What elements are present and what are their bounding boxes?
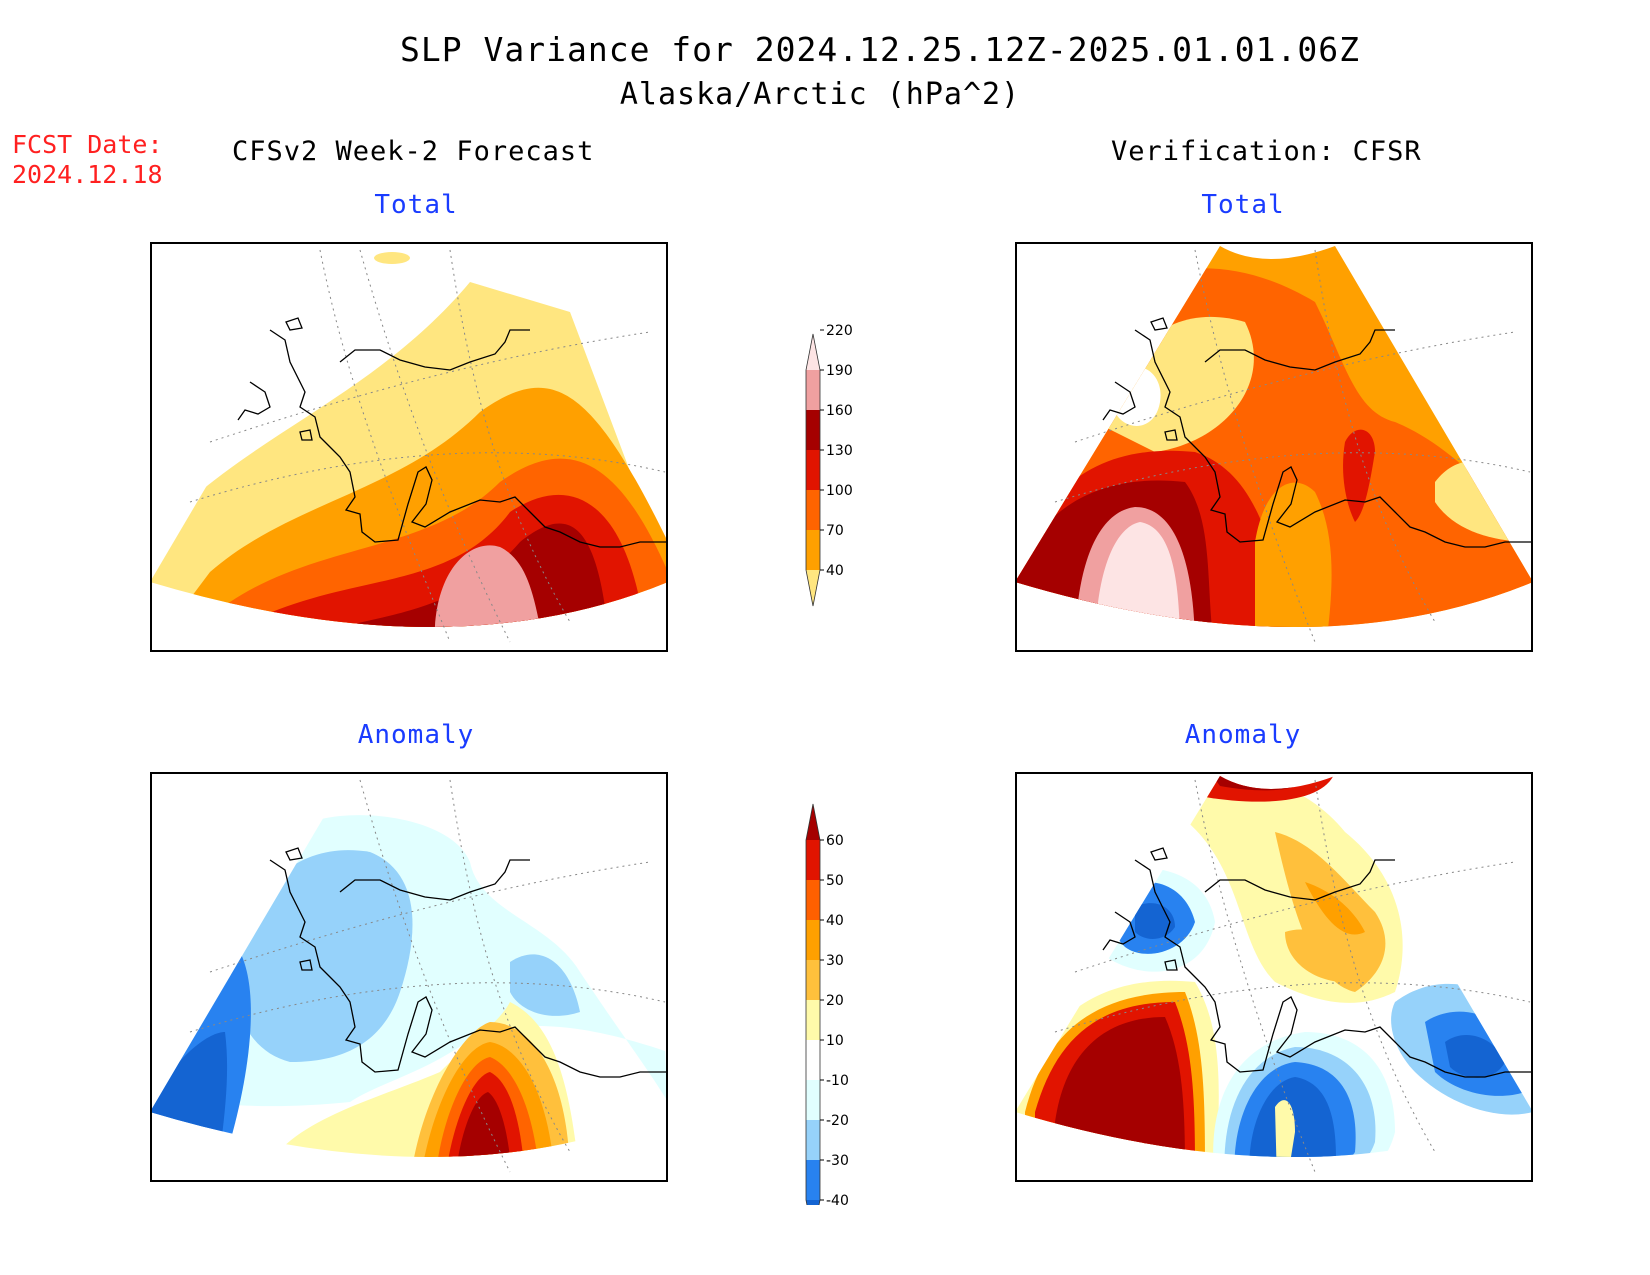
anomaly-colorbar-segment-5: [806, 1000, 820, 1040]
total-colorbar-tick-label-0: 40: [826, 563, 844, 579]
total-colorbar-tick-label-1: 70: [826, 523, 844, 539]
total-colorbar-tick-label-3: 130: [826, 443, 853, 459]
anomaly-colorbar-segment-8: [806, 880, 820, 920]
total-colorbar-segment-4: [806, 410, 820, 450]
fcst-date-value: 2024.12.18: [12, 160, 163, 189]
total-colorbar-tick-label-2: 100: [826, 483, 853, 499]
anomaly-colorbar-segment-7: [806, 920, 820, 960]
forecast-total-title: Total: [216, 190, 616, 220]
subtitle: Alaska/Arctic (hPa^2): [0, 77, 1640, 112]
anomaly-colorbar-tick-label-0: -40: [826, 1193, 849, 1205]
forecast-anomaly-title: Anomaly: [216, 720, 616, 750]
forecast-anomaly-frame: [150, 772, 668, 1182]
anomaly-colorbar-segment-3: [806, 1080, 820, 1120]
anomaly-colorbar-tick-label-2: -20: [826, 1113, 849, 1129]
total-colorbar-segment-6: [806, 334, 820, 370]
verification-total-frame: [1015, 242, 1533, 652]
forecast-total-frame: [150, 242, 668, 652]
anomaly-colorbar-tick-label-7: 40: [826, 913, 844, 929]
total-colorbar-segment-3: [806, 450, 820, 490]
total-colorbar-segment-2: [806, 490, 820, 530]
anomaly-colorbar-segment-9: [806, 840, 820, 880]
anomaly-colorbar-tick-label-1: -30: [826, 1153, 849, 1169]
total-colorbar-segment-0: [806, 570, 820, 606]
anomaly-colorbar-tick-label-9: 60: [826, 833, 844, 849]
anomaly-colorbar: -40 -30 -20 -10 10 20 30 40 50 60: [790, 755, 870, 1205]
anomaly-colorbar-segment-4: [806, 1040, 820, 1080]
main-title: SLP Variance for 2024.12.25.12Z-2025.01.…: [0, 30, 1650, 69]
anomaly-colorbar-tick-label-8: 50: [826, 873, 844, 889]
anomaly-colorbar-tick-label-6: 30: [826, 953, 844, 969]
anomaly-colorbar-tick-label-4: 10: [826, 1033, 844, 1049]
total-colorbar-tick-label-5: 190: [826, 363, 853, 379]
verification-total-title: Total: [1043, 190, 1443, 220]
anomaly-colorbar-segment-0: [806, 1200, 820, 1205]
anomaly-colorbar-segment-10: [806, 804, 820, 840]
anomaly-colorbar-segment-2: [806, 1120, 820, 1160]
fcst-date-label: FCST Date:: [12, 130, 163, 159]
anomaly-colorbar-tick-label-3: -10: [826, 1073, 849, 1089]
total-colorbar-tick-label-6: 220: [826, 323, 853, 339]
verification-anomaly-title: Anomaly: [1043, 720, 1443, 750]
total-colorbar-segment-1: [806, 530, 820, 570]
total-colorbar-segment-5: [806, 370, 820, 410]
verification-anomaly-frame: [1015, 772, 1533, 1182]
anomaly-colorbar-segment-1: [806, 1160, 820, 1200]
total-colorbar: 40 70 100 130 160 190 220: [790, 280, 870, 620]
total-colorbar-tick-label-4: 160: [826, 403, 853, 419]
anomaly-colorbar-tick-label-5: 20: [826, 993, 844, 1009]
anomaly-colorbar-segment-6: [806, 960, 820, 1000]
verification-column-heading: Verification: CFSR: [1111, 136, 1422, 167]
forecast-column-heading: CFSv2 Week-2 Forecast: [232, 136, 594, 167]
